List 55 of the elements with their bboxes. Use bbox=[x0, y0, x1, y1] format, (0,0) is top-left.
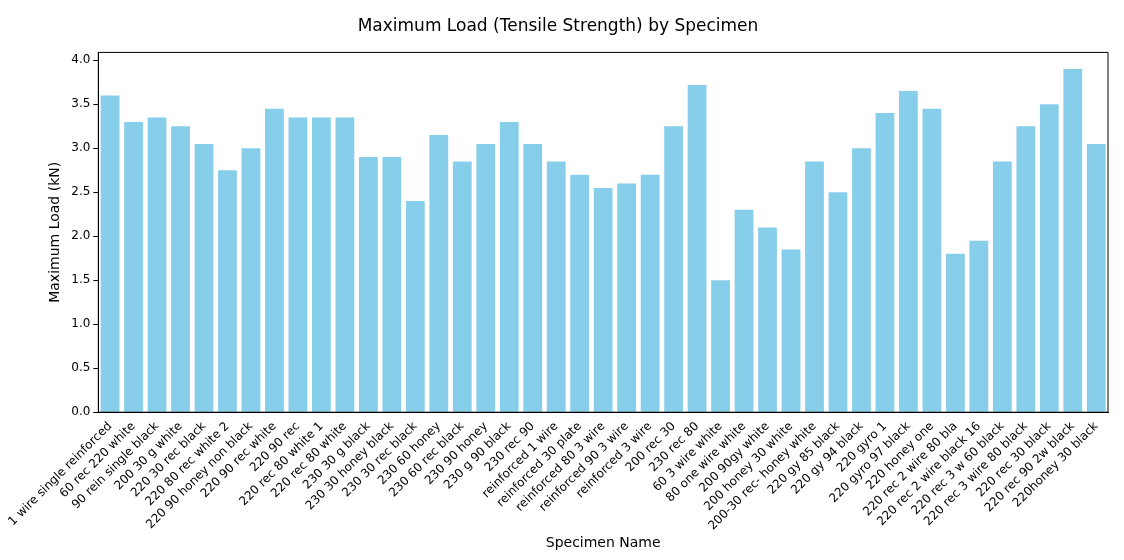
bar bbox=[476, 143, 496, 412]
bar bbox=[1086, 143, 1106, 412]
bar bbox=[664, 126, 683, 412]
bar bbox=[147, 117, 167, 412]
bar bbox=[992, 161, 1012, 412]
y-tick-label: 4.0 bbox=[71, 52, 91, 67]
bar bbox=[570, 174, 590, 412]
bar bbox=[100, 95, 120, 412]
y-tick-label: 3.0 bbox=[71, 140, 91, 155]
y-tick-label: 2.5 bbox=[71, 184, 91, 199]
bar bbox=[405, 201, 425, 412]
y-axis-title: Maximum Load (kN) bbox=[46, 161, 63, 303]
bar bbox=[194, 143, 214, 412]
bar bbox=[617, 183, 637, 412]
bar bbox=[593, 187, 613, 412]
bar bbox=[781, 249, 801, 412]
bar bbox=[312, 117, 331, 412]
bar bbox=[218, 170, 237, 412]
bar bbox=[358, 157, 378, 412]
bar bbox=[171, 126, 190, 412]
bar bbox=[124, 121, 143, 412]
bar bbox=[335, 117, 355, 412]
bar bbox=[288, 117, 308, 412]
y-tick-label: 0.5 bbox=[71, 360, 91, 375]
bar bbox=[899, 91, 918, 412]
bar bbox=[499, 121, 519, 412]
y-tick-label: 2.0 bbox=[71, 228, 91, 243]
bar bbox=[711, 280, 730, 412]
y-tick-label: 0.0 bbox=[71, 404, 91, 419]
bar bbox=[852, 148, 871, 412]
bar bbox=[875, 113, 895, 412]
x-axis-title: Specimen Name bbox=[545, 534, 661, 551]
bar bbox=[828, 192, 848, 412]
bar bbox=[1016, 126, 1036, 412]
bar bbox=[640, 174, 660, 412]
bar bbox=[805, 161, 824, 412]
bar bbox=[1063, 69, 1083, 412]
bar bbox=[1039, 104, 1059, 412]
y-tick-label: 1.0 bbox=[71, 316, 91, 331]
bar bbox=[241, 148, 261, 412]
bar bbox=[452, 161, 472, 412]
bar bbox=[758, 227, 777, 412]
bar bbox=[546, 161, 566, 412]
bar bbox=[945, 253, 965, 412]
y-tick-label: 3.5 bbox=[71, 96, 91, 111]
y-tick-label: 1.5 bbox=[71, 272, 91, 287]
bar bbox=[523, 143, 543, 412]
bar bbox=[265, 108, 284, 412]
bar bbox=[969, 240, 989, 412]
chart-title: Maximum Load (Tensile Strength) by Specimen bbox=[357, 14, 759, 35]
bar bbox=[734, 209, 754, 412]
bar bbox=[687, 84, 707, 412]
bar bbox=[922, 108, 942, 412]
bar bbox=[429, 135, 449, 412]
bar bbox=[382, 157, 402, 412]
